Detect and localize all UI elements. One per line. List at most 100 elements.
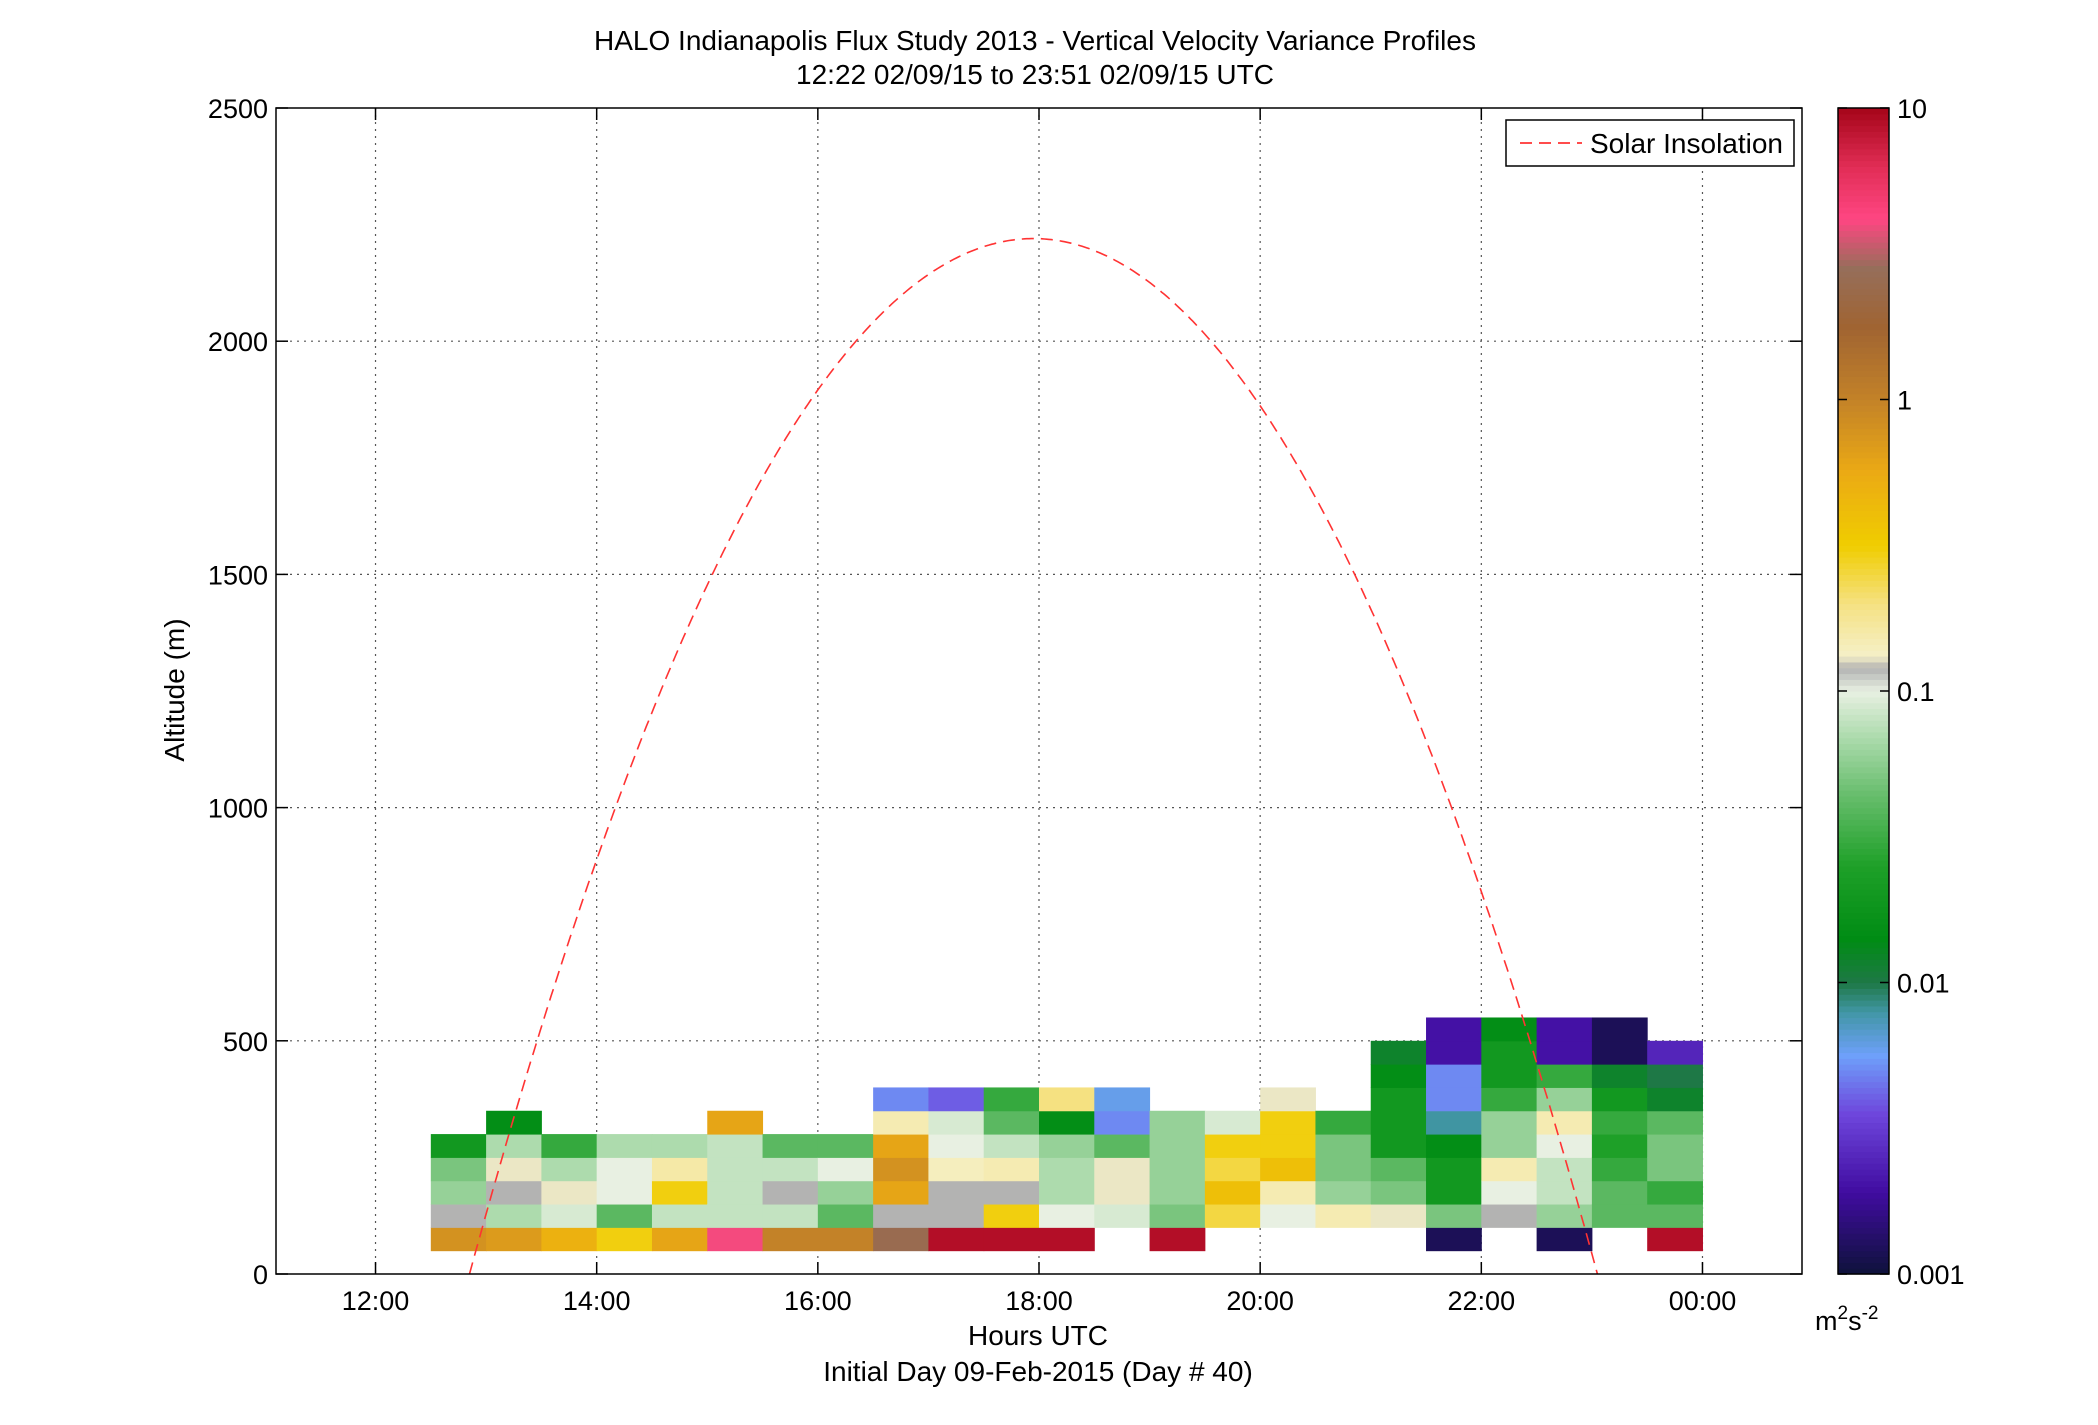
colorbar-segment — [1838, 860, 1889, 867]
colorbar-segment — [1838, 819, 1889, 826]
heatmap-cell — [1315, 1204, 1372, 1228]
heatmap-cell — [1591, 1017, 1648, 1042]
heatmap-cells — [430, 1017, 1703, 1252]
heatmap-cell — [1315, 1134, 1372, 1158]
colorbar-segment — [1838, 1198, 1889, 1205]
colorbar-segment — [1838, 218, 1889, 226]
heatmap-cell — [541, 1180, 598, 1205]
colorbar-segment — [1838, 947, 1889, 954]
heatmap-cell — [430, 1134, 487, 1158]
heatmap-cell — [1647, 1180, 1703, 1205]
colorbar-segment — [1838, 1052, 1889, 1059]
chart-title: HALO Indianapolis Flux Study 2013 - Vert… — [594, 25, 1476, 56]
colorbar-segment — [1838, 854, 1889, 861]
colorbar-segment — [1838, 247, 1889, 255]
heatmap-cell — [486, 1227, 542, 1252]
heatmap-cell — [1370, 1204, 1427, 1228]
colorbar-segment — [1838, 416, 1889, 424]
x-tick-label: 20:00 — [1226, 1286, 1294, 1316]
heatmap-cell — [1039, 1180, 1095, 1205]
solar-insolation-line-group — [468, 237, 1599, 1275]
colorbar-tick-label: 0.1 — [1897, 677, 1935, 707]
colorbar-segment — [1838, 259, 1889, 267]
heatmap-cell — [1370, 1087, 1427, 1112]
x-axis-ticks: 12:00 14:00 16:00 18:00 20:00 22:00 00:00 — [342, 108, 1736, 1316]
heatmap-cell — [430, 1227, 487, 1252]
heatmap-cell — [928, 1087, 985, 1112]
heatmap-cell — [1370, 1064, 1427, 1088]
heatmap-cell — [762, 1227, 819, 1252]
colorbar-segment — [1838, 615, 1889, 622]
colorbar-segment — [1838, 422, 1889, 430]
colorbar-segment — [1838, 1174, 1889, 1182]
colorbar-segment — [1838, 527, 1889, 535]
heatmap-cell — [1370, 1040, 1427, 1065]
colorbar-unit: m2s-2 — [1815, 1303, 1878, 1336]
heatmap-cell — [1481, 1064, 1538, 1088]
heatmap-cell — [1647, 1064, 1703, 1088]
heatmap-cell — [1536, 1134, 1593, 1158]
colorbar-segment — [1838, 626, 1889, 634]
heatmap-cell — [486, 1204, 542, 1228]
y-tick-label: 0 — [253, 1260, 268, 1290]
heatmap-cell — [1094, 1134, 1151, 1158]
colorbar-segment — [1838, 1128, 1889, 1135]
heatmap-cell — [1481, 1040, 1538, 1065]
colorbar-segment — [1838, 1244, 1889, 1252]
heatmap-cell — [928, 1180, 985, 1205]
heatmap-cell — [928, 1204, 985, 1228]
colorbar-segment — [1838, 1058, 1889, 1065]
heatmap-cell — [1536, 1157, 1593, 1182]
heatmap-cell — [541, 1157, 598, 1182]
heatmap-cell — [596, 1204, 653, 1228]
x-tick-label: 16:00 — [784, 1286, 852, 1316]
heatmap-cell — [1094, 1110, 1151, 1135]
colorbar-segment — [1838, 1116, 1889, 1124]
colorbar-segment — [1838, 1180, 1889, 1188]
colorbar-segment — [1838, 731, 1889, 739]
colorbar-segment — [1838, 125, 1889, 132]
colorbar-segment — [1838, 1064, 1889, 1071]
heatmap-cell — [541, 1134, 598, 1158]
heatmap-cell — [541, 1227, 598, 1252]
colorbar-segment — [1838, 440, 1889, 447]
colorbar-segment — [1838, 1099, 1889, 1106]
heatmap-cell — [430, 1157, 487, 1182]
colorbar-segment — [1838, 177, 1889, 185]
heatmap-cell — [873, 1087, 929, 1112]
colorbar-tick-label: 0.01 — [1897, 969, 1950, 999]
colorbar-segment — [1838, 1256, 1889, 1263]
colorbar-segment — [1838, 551, 1889, 558]
heatmap-cell — [707, 1134, 764, 1158]
colorbar-segment — [1838, 708, 1889, 715]
heatmap-cell — [762, 1134, 819, 1158]
heatmap-cell — [1094, 1157, 1151, 1182]
heatmap-cell — [486, 1157, 542, 1182]
colorbar-segment — [1838, 994, 1889, 1001]
heatmap-cell — [1204, 1134, 1261, 1158]
colorbar-segment — [1838, 341, 1889, 348]
colorbar-segment — [1838, 755, 1889, 762]
colorbar-segment — [1838, 516, 1889, 523]
colorbar-segment — [1838, 358, 1889, 366]
colorbar-segment — [1838, 411, 1889, 418]
colorbar-segment — [1838, 393, 1889, 401]
colorbar-segment — [1838, 743, 1889, 750]
heatmap-cell — [1315, 1180, 1372, 1205]
colorbar-segment — [1838, 568, 1889, 575]
heatmap-cell — [1260, 1204, 1316, 1228]
colorbar-segment — [1838, 475, 1889, 482]
heatmap-cell — [1536, 1180, 1593, 1205]
heatmap-cell — [1204, 1180, 1261, 1205]
heatmap-cell — [651, 1157, 708, 1182]
colorbar-segment — [1838, 405, 1889, 412]
colorbar-segment — [1838, 953, 1889, 960]
colorbar-segment — [1838, 521, 1889, 529]
heatmap-cell — [651, 1134, 708, 1158]
heatmap-cell — [983, 1180, 1040, 1205]
colorbar-segment — [1838, 1233, 1889, 1240]
colorbar-segment — [1838, 1215, 1889, 1223]
colorbar-segment — [1838, 137, 1889, 144]
colorbar-segment — [1838, 1209, 1889, 1217]
